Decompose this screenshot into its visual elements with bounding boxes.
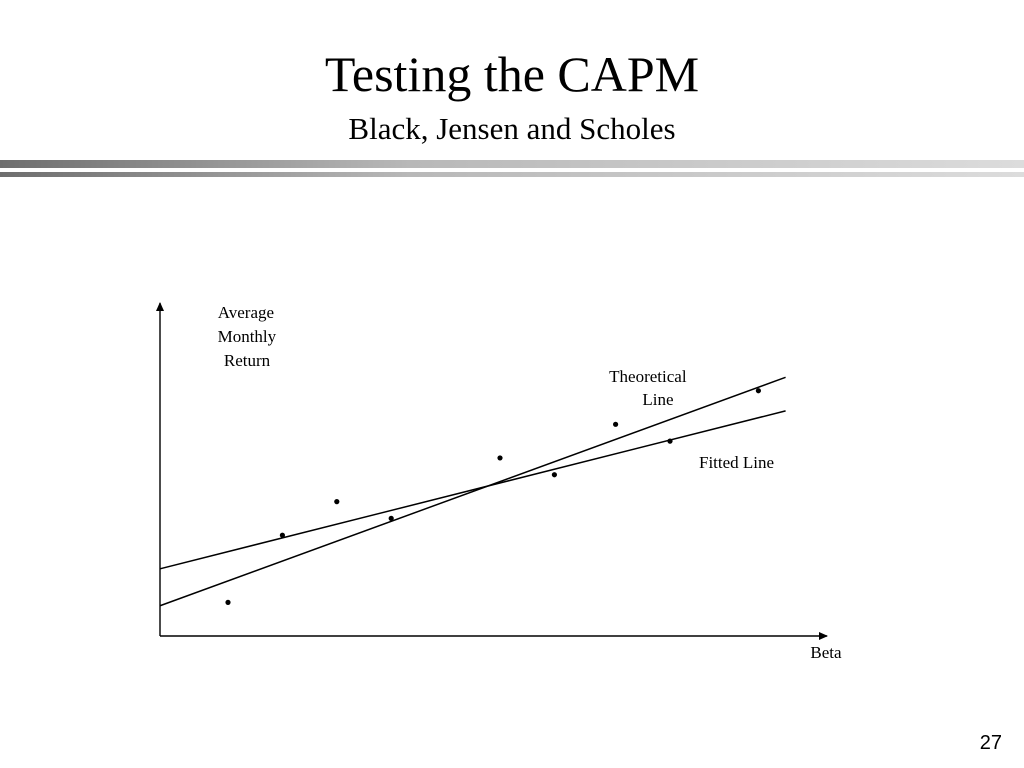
fitted-line [159,410,786,570]
data-point [551,472,558,478]
header-divider-top [0,160,1024,168]
page-number: 27 [979,732,1002,754]
data-point [613,421,619,427]
theoretical-line [159,376,786,607]
x-axis-label: Beta [810,643,842,662]
header-divider-bottom [0,172,1024,177]
theoretical-line-label: Theoretical Line [609,367,691,409]
slide-subtitle: Black, Jensen and Scholes [348,111,676,146]
y-axis-label-line: Average [218,303,274,322]
regression-lines [159,376,786,607]
fitted-line-label: Fitted Line [699,453,774,472]
data-point [497,455,503,461]
data-point [279,532,285,538]
data-point [755,388,762,394]
data-point [667,438,673,444]
data-point [388,515,394,522]
y-axis-label-line: Monthly [218,327,277,346]
y-axis-label-line: Return [224,351,271,370]
data-point [225,599,231,606]
y-axis-label: Average Monthly Return [218,303,281,370]
theoretical-line-label-line: Line [642,390,673,409]
theoretical-line-label-line: Theoretical [609,367,687,386]
data-point [334,499,340,505]
data-points [225,388,762,606]
slide-title: Testing the CAPM [324,46,700,102]
